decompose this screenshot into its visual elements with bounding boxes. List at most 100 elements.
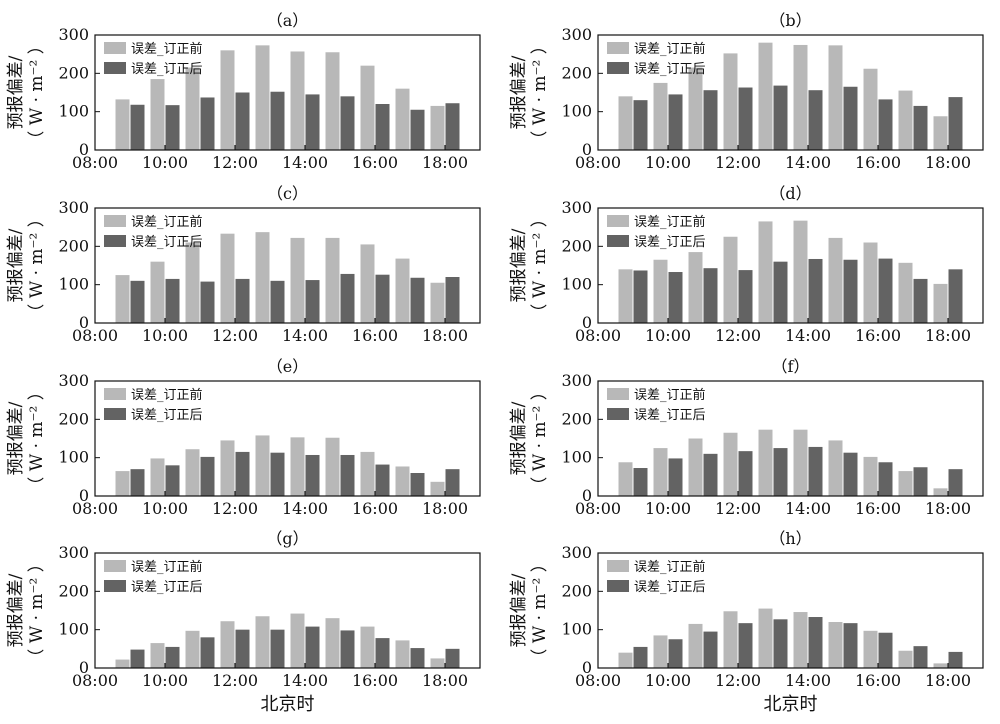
bar-before-correction [828,440,843,496]
y-axis-unit: （ W · m⁻² ） [530,210,550,320]
bar-after-correction [668,458,683,496]
x-tick-label: 10:00 [142,499,188,518]
bar-after-correction [165,105,180,150]
x-tick-label: 10:00 [142,671,188,690]
bar-before-correction [395,258,410,323]
bar-before-correction [255,232,270,323]
bar-before-correction [290,613,305,668]
panel-f: （f） 0 100 200 300 08:00 10:00 12:00 14:00 16:00 18… [509,357,984,518]
bar-after-correction [808,446,823,496]
bar-after-correction [340,454,355,496]
bar-after-correction [773,448,788,496]
bar-before-correction [430,282,445,323]
legend-swatch-after [607,408,629,420]
bar-after-correction [200,281,215,323]
bar-after-correction [843,86,858,150]
plot-frame [597,552,984,669]
bar-before-correction [185,242,200,323]
x-tick-label: 08:00 [575,326,621,345]
y-tick-label: 0 [79,140,89,159]
bar-before-correction [688,252,703,323]
bar-before-correction [360,626,375,668]
bar-after-correction [738,87,753,150]
bar-before-correction [758,221,773,323]
bar-before-correction [758,608,773,668]
legend-label-before: 误差_订正前 [634,387,706,403]
bar-before-correction [618,96,633,150]
y-axis-unit: （ W · m⁻² ） [530,383,550,493]
x-tick-label: 16:00 [855,326,901,345]
x-axis-label: 北京时 [261,694,315,715]
bar-before-correction [723,611,738,668]
legend-swatch-before [607,560,629,572]
bar-after-correction [445,103,460,150]
y-tick-label: 0 [582,658,592,677]
plot-frame [597,207,984,324]
panel-g: （g） 0 100 200 300 08:00 10:00 12:00 14:00 16:00 18… [6,529,481,715]
y-tick-label: 100 [58,102,89,121]
bar-after-correction [305,94,320,150]
x-tick-label: 14:00 [282,671,328,690]
bar-before-correction [255,435,270,496]
bar-after-correction [410,473,425,496]
panel-title: （c） [267,184,308,203]
bar-after-correction [235,278,250,323]
bar-after-correction [633,100,648,150]
y-tick-label: 300 [561,543,592,562]
legend-label-before: 误差_订正前 [131,559,203,575]
bar-after-correction [843,259,858,323]
legend-label-before: 误差_订正前 [634,214,706,230]
legend-label-after: 误差_订正后 [131,580,203,595]
x-tick-label: 16:00 [352,153,398,172]
bar-after-correction [445,277,460,323]
y-tick-label: 300 [58,543,89,562]
x-tick-label: 08:00 [575,671,621,690]
panel-title: （d） [769,184,811,203]
y-axis-unit: （ W · m⁻² ） [27,555,47,665]
bar-after-correction [340,630,355,668]
x-tick-label: 18:00 [925,153,971,172]
bar-before-correction [150,261,165,323]
bar-after-correction [773,85,788,150]
bar-after-correction [948,97,963,150]
y-axis-label: 预报偏差/ [6,55,26,129]
legend-label-before: 误差_订正前 [131,214,203,230]
bar-before-correction [220,233,235,323]
legend-label-after: 误差_订正后 [131,235,203,250]
legend-label-after: 误差_订正后 [634,235,706,250]
x-tick-label: 18:00 [422,326,468,345]
bar-before-correction [723,432,738,496]
bar-after-correction [235,451,250,496]
bar-after-correction [305,454,320,496]
bar-before-correction [115,275,130,323]
bar-before-correction [793,44,808,150]
y-axis-label: 预报偏差/ [6,228,26,302]
bar-before-correction [688,623,703,668]
bar-before-correction [618,652,633,668]
bar-after-correction [410,648,425,668]
bar-after-correction [913,105,928,150]
plot-frame [597,34,984,151]
x-tick-label: 14:00 [785,499,831,518]
plot-frame [94,207,481,324]
y-axis-label: 预报偏差/ [509,228,529,302]
bar-after-correction [913,467,928,496]
x-tick-label: 16:00 [855,153,901,172]
bar-after-correction [668,272,683,323]
bar-after-correction [703,453,718,496]
bar-before-correction [653,635,668,668]
x-tick-label: 10:00 [645,671,691,690]
bar-before-correction [185,449,200,496]
bar-after-correction [808,90,823,150]
x-tick-label: 14:00 [785,153,831,172]
bar-before-correction [115,471,130,496]
y-tick-label: 200 [561,409,592,428]
bar-after-correction [913,646,928,668]
legend-swatch-after [607,235,629,247]
legend-label-before: 误差_订正前 [131,41,203,57]
legend-label-after: 误差_订正后 [634,408,706,423]
x-tick-label: 14:00 [282,326,328,345]
y-tick-label: 200 [58,63,89,82]
panel-title: （e） [267,357,308,376]
panel-title: （h） [769,529,811,548]
